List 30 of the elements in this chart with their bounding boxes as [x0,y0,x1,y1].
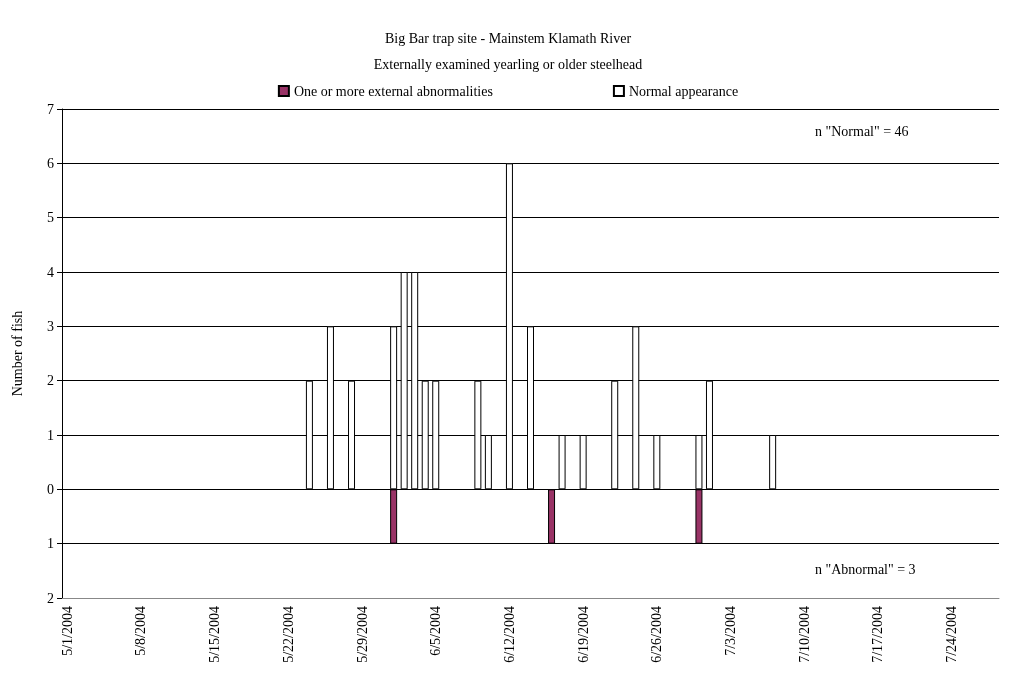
x-tick-label: 5/22/2004 [280,606,296,663]
y-tick-label: 1 [47,536,54,552]
x-tick-label: 7/17/2004 [870,606,886,663]
y-tick-label: 2 [47,373,54,389]
legend-label: One or more external abnormalities [293,83,493,99]
x-tick-label: 5/29/2004 [354,606,370,663]
y-tick-label: 6 [47,155,54,171]
x-tick-label: 7/24/2004 [944,606,960,663]
y-tick-label: 1 [47,427,54,443]
x-tick-label: 5/15/2004 [207,606,223,663]
x-tick-label: 6/5/2004 [428,606,444,656]
x-tick-label: 5/1/2004 [59,606,75,656]
chart-subtitle: Externally examined yearling or older steelhead [373,56,643,72]
chart-title: Big Bar trap site - Mainstem Klamath River [384,30,632,46]
x-tick-label: 7/10/2004 [796,606,812,663]
x-tick-label: 6/19/2004 [575,606,591,663]
x-tick-label: 5/8/2004 [133,606,149,656]
x-tick-label: 6/12/2004 [501,606,517,663]
y-tick-label: 7 [47,101,54,117]
legend-label: Normal appearance [628,83,739,99]
y-tick-label: 5 [47,210,54,226]
x-tick-label: 7/3/2004 [723,606,739,656]
y-tick-label: 0 [47,481,54,497]
annotation: n "Abnormal" = 3 [815,561,916,577]
x-tick-label: 6/26/2004 [649,606,665,663]
y-axis-title: Number of fish [9,310,25,397]
y-tick-label: 3 [47,318,54,334]
y-tick-label: 2 [47,590,54,606]
y-tick-label: 4 [47,264,54,280]
annotation: n "Normal" = 46 [815,123,909,139]
